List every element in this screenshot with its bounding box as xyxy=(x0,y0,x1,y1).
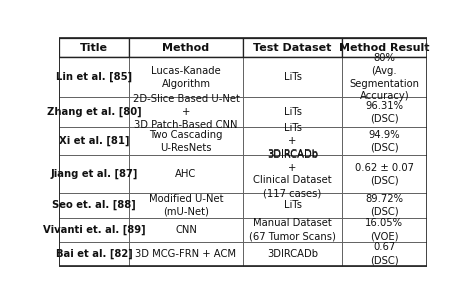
Bar xyxy=(129,127,243,155)
Text: Title: Title xyxy=(80,43,108,53)
Text: CNN: CNN xyxy=(175,225,197,235)
Bar xyxy=(342,218,427,242)
Text: 16.05%
(VOE): 16.05% (VOE) xyxy=(365,219,403,241)
Bar xyxy=(59,155,129,193)
Text: 3DIRCADb
+
Clinical Dataset
(117 cases): 3DIRCADb + Clinical Dataset (117 cases) xyxy=(253,150,332,198)
Text: LiTs: LiTs xyxy=(283,72,301,82)
Bar xyxy=(59,127,129,155)
Bar xyxy=(59,242,129,265)
Text: Two Cascading
U-ResNets: Two Cascading U-ResNets xyxy=(149,130,223,153)
Bar xyxy=(243,242,342,265)
Text: 0.67
(DSC): 0.67 (DSC) xyxy=(370,243,399,265)
Text: Lin et al. [85]: Lin et al. [85] xyxy=(56,72,132,82)
Text: LiTs: LiTs xyxy=(283,200,301,210)
Text: Test Dataset: Test Dataset xyxy=(253,43,332,53)
Text: LiTs: LiTs xyxy=(283,107,301,117)
Bar xyxy=(129,39,243,57)
Bar xyxy=(59,57,129,97)
Text: LiTs
+
3DIRCADb: LiTs + 3DIRCADb xyxy=(267,123,318,159)
Bar xyxy=(243,39,342,57)
Text: Vivanti et. al. [89]: Vivanti et. al. [89] xyxy=(43,225,146,235)
Text: 89.72%
(DSC): 89.72% (DSC) xyxy=(365,194,403,217)
Bar xyxy=(342,155,427,193)
Bar xyxy=(342,127,427,155)
Bar xyxy=(342,193,427,218)
Text: 3D MCG-FRN + ACM: 3D MCG-FRN + ACM xyxy=(136,249,237,259)
Text: Manual Dataset
(67 Tumor Scans): Manual Dataset (67 Tumor Scans) xyxy=(249,219,336,241)
Bar xyxy=(129,193,243,218)
Text: Modified U-Net
(mU-Net): Modified U-Net (mU-Net) xyxy=(149,194,223,217)
Text: Xi et al. [81]: Xi et al. [81] xyxy=(59,136,129,146)
Text: 0.62 ± 0.07
(DSC): 0.62 ± 0.07 (DSC) xyxy=(355,163,414,185)
Text: Seo et. al. [88]: Seo et. al. [88] xyxy=(52,200,136,210)
Text: Jiang et al. [87]: Jiang et al. [87] xyxy=(50,169,138,179)
Bar xyxy=(243,218,342,242)
Bar xyxy=(129,218,243,242)
Bar xyxy=(129,97,243,127)
Text: Method: Method xyxy=(163,43,210,53)
Text: Method Result: Method Result xyxy=(339,43,429,53)
Text: 3DIRCADb: 3DIRCADb xyxy=(267,249,318,259)
Bar xyxy=(243,127,342,155)
Bar xyxy=(129,57,243,97)
Bar xyxy=(129,155,243,193)
Text: Bai et al. [82]: Bai et al. [82] xyxy=(56,249,133,259)
Bar xyxy=(342,97,427,127)
Text: Lucas-Kanade
Algorithm: Lucas-Kanade Algorithm xyxy=(151,66,221,89)
Bar xyxy=(243,155,342,193)
Text: 96.31%
(DSC): 96.31% (DSC) xyxy=(365,101,403,124)
Bar xyxy=(342,242,427,265)
Text: AHC: AHC xyxy=(175,169,197,179)
Text: 94.9%
(DSC): 94.9% (DSC) xyxy=(369,130,400,153)
Bar xyxy=(59,193,129,218)
Text: Zhang et al. [80]: Zhang et al. [80] xyxy=(47,107,141,117)
Bar xyxy=(243,97,342,127)
Bar xyxy=(342,57,427,97)
Bar xyxy=(59,39,129,57)
Text: 80%
(Avg.
Segmentation
Accuracy): 80% (Avg. Segmentation Accuracy) xyxy=(349,53,419,101)
Text: 2D-Slice Based U-Net
+
3D Patch-Based CNN: 2D-Slice Based U-Net + 3D Patch-Based CN… xyxy=(133,95,239,130)
Bar xyxy=(59,218,129,242)
Bar xyxy=(243,193,342,218)
Bar xyxy=(342,39,427,57)
Bar xyxy=(59,97,129,127)
Bar xyxy=(243,57,342,97)
Bar xyxy=(129,242,243,265)
